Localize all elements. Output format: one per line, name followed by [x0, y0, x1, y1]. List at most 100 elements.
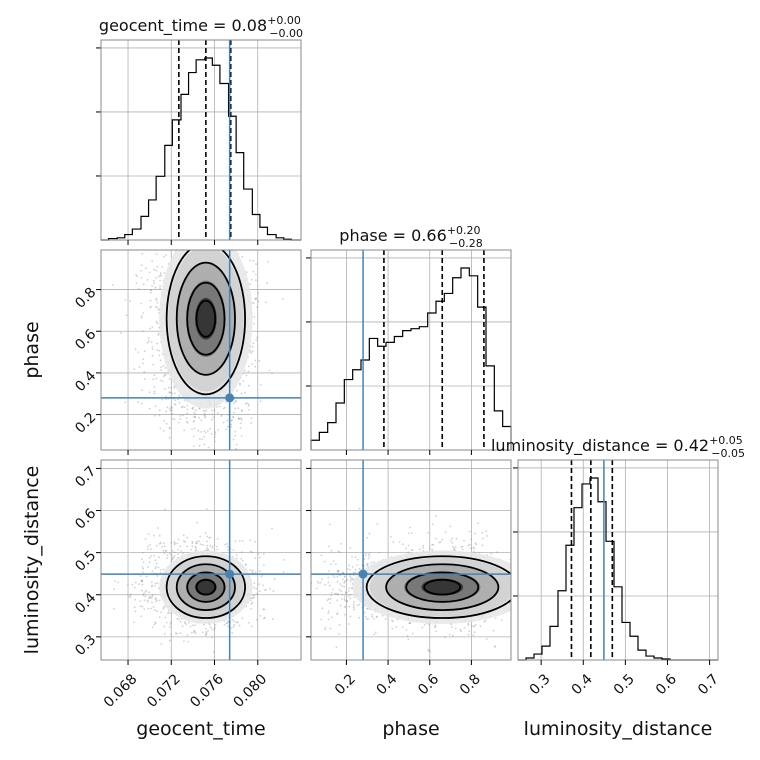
sample-point [164, 605, 166, 608]
sample-point [255, 298, 257, 301]
sample-point [340, 590, 342, 592]
sample-point [358, 603, 361, 606]
sample-point [140, 580, 143, 582]
sample-point [460, 630, 462, 633]
sample-point [174, 392, 176, 395]
sample-point [141, 579, 144, 582]
sample-point [193, 631, 196, 633]
sample-point [200, 419, 203, 421]
sample-point [139, 575, 142, 577]
sample-point [337, 550, 340, 553]
sample-point [371, 615, 373, 618]
sample-point [156, 527, 159, 529]
sample-point [252, 302, 255, 304]
sample-point [142, 312, 145, 314]
sample-point [194, 416, 197, 419]
title-value: luminosity_distance = 0.42 [491, 436, 709, 456]
sample-point [148, 543, 151, 546]
sample-point [320, 578, 323, 580]
sample-point [213, 409, 216, 412]
sample-point [148, 391, 151, 394]
sample-point [240, 422, 242, 425]
sample-point [321, 607, 324, 610]
sample-point [232, 625, 235, 628]
sample-point [343, 606, 346, 608]
sample-point [211, 545, 214, 548]
sample-point [160, 611, 163, 614]
panel-title-geocent_time: geocent_time = 0.08+0.00 −0.00 [99, 14, 303, 40]
sample-point [248, 621, 250, 624]
sample-point [112, 608, 115, 610]
sample-point [453, 549, 456, 552]
sample-point [183, 399, 186, 402]
sample-point [368, 552, 371, 554]
sample-point [257, 292, 259, 295]
sample-point [222, 421, 225, 424]
sample-point [474, 623, 477, 626]
sample-point [238, 624, 241, 627]
sample-point [226, 419, 229, 422]
sample-point [137, 288, 140, 290]
sample-point [251, 570, 254, 573]
sample-point [177, 398, 180, 401]
sample-point [267, 260, 269, 263]
sample-point [411, 632, 414, 635]
sample-point [341, 585, 343, 587]
sample-point [154, 597, 157, 599]
sample-point [434, 515, 437, 518]
sample-point [435, 630, 437, 633]
sample-point [141, 330, 144, 333]
sample-point [133, 586, 136, 589]
sample-point [151, 260, 154, 262]
sample-point [140, 264, 143, 267]
sample-point [209, 427, 212, 430]
sample-point [170, 633, 173, 636]
sample-point [217, 412, 219, 414]
sample-point [204, 412, 206, 415]
sample-point [158, 414, 161, 417]
sample-point [141, 389, 143, 392]
sample-point [265, 301, 267, 304]
contour-line [165, 555, 246, 619]
sample-point [236, 621, 239, 624]
sample-point [376, 615, 378, 618]
sample-point [147, 533, 150, 536]
sample-point [168, 407, 171, 410]
sample-point [127, 594, 129, 597]
panel-background [311, 250, 511, 450]
sample-point [153, 268, 155, 271]
sample-point [444, 531, 447, 534]
sample-point [235, 621, 238, 624]
sample-point [146, 548, 149, 551]
title-minus: −0.28 [449, 237, 483, 250]
sample-point [423, 624, 426, 626]
sample-point [194, 624, 196, 626]
sample-point [258, 360, 261, 362]
sample-point [252, 270, 255, 273]
sample-point [239, 427, 242, 429]
sample-point [182, 405, 184, 408]
sample-point [232, 415, 235, 418]
sample-point [349, 576, 352, 579]
sample-point [354, 569, 357, 571]
sample-point [142, 283, 145, 286]
sample-point [232, 549, 235, 551]
sample-point [184, 541, 187, 543]
sample-point [252, 597, 255, 599]
sample-point [150, 555, 153, 557]
sample-point [348, 605, 351, 608]
sample-point [492, 629, 495, 632]
sample-point [198, 444, 201, 447]
sample-point [151, 285, 154, 287]
sample-point [340, 542, 343, 545]
sample-point [344, 591, 347, 594]
sample-point [211, 409, 213, 412]
sample-point [141, 583, 144, 586]
y-tick-label: 0.4 [72, 590, 99, 617]
sample-point [141, 580, 144, 583]
sample-point [155, 320, 158, 323]
sample-point [204, 415, 207, 417]
sample-point [173, 403, 176, 406]
sample-point [235, 400, 238, 403]
